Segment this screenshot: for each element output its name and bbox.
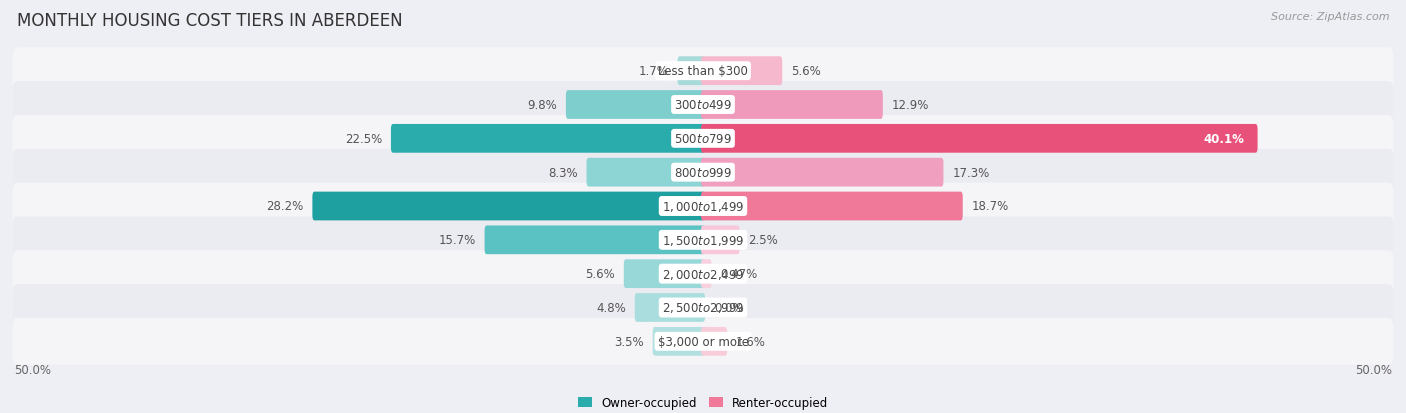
FancyBboxPatch shape	[702, 327, 727, 356]
Text: 0.47%: 0.47%	[720, 268, 758, 280]
Text: 0.0%: 0.0%	[714, 301, 744, 314]
Text: 5.6%: 5.6%	[585, 268, 614, 280]
FancyBboxPatch shape	[391, 125, 704, 153]
FancyBboxPatch shape	[13, 82, 1393, 128]
Text: $2,500 to $2,999: $2,500 to $2,999	[662, 301, 744, 315]
Text: $1,000 to $1,499: $1,000 to $1,499	[662, 199, 744, 214]
FancyBboxPatch shape	[652, 327, 704, 356]
FancyBboxPatch shape	[702, 192, 963, 221]
FancyBboxPatch shape	[634, 293, 704, 322]
FancyBboxPatch shape	[485, 226, 704, 254]
Legend: Owner-occupied, Renter-occupied: Owner-occupied, Renter-occupied	[572, 392, 834, 413]
Text: $1,500 to $1,999: $1,500 to $1,999	[662, 233, 744, 247]
Text: $300 to $499: $300 to $499	[673, 99, 733, 112]
FancyBboxPatch shape	[13, 285, 1393, 331]
FancyBboxPatch shape	[702, 91, 883, 120]
FancyBboxPatch shape	[702, 226, 740, 254]
FancyBboxPatch shape	[13, 217, 1393, 263]
Text: $800 to $999: $800 to $999	[673, 166, 733, 179]
FancyBboxPatch shape	[702, 57, 782, 86]
FancyBboxPatch shape	[13, 183, 1393, 230]
Text: MONTHLY HOUSING COST TIERS IN ABERDEEN: MONTHLY HOUSING COST TIERS IN ABERDEEN	[17, 12, 402, 30]
FancyBboxPatch shape	[13, 251, 1393, 297]
Text: 50.0%: 50.0%	[1355, 363, 1392, 376]
Text: 28.2%: 28.2%	[266, 200, 304, 213]
Text: 22.5%: 22.5%	[344, 133, 382, 145]
Text: $3,000 or more: $3,000 or more	[658, 335, 748, 348]
Text: Source: ZipAtlas.com: Source: ZipAtlas.com	[1271, 12, 1389, 22]
Text: 1.6%: 1.6%	[737, 335, 766, 348]
FancyBboxPatch shape	[624, 260, 704, 288]
FancyBboxPatch shape	[586, 159, 704, 187]
FancyBboxPatch shape	[702, 260, 711, 288]
Text: 5.6%: 5.6%	[792, 65, 821, 78]
FancyBboxPatch shape	[678, 57, 704, 86]
Text: 17.3%: 17.3%	[952, 166, 990, 179]
FancyBboxPatch shape	[702, 159, 943, 187]
FancyBboxPatch shape	[312, 192, 704, 221]
Text: 12.9%: 12.9%	[891, 99, 929, 112]
FancyBboxPatch shape	[702, 125, 1257, 153]
Text: 15.7%: 15.7%	[439, 234, 475, 247]
Text: 2.5%: 2.5%	[748, 234, 778, 247]
FancyBboxPatch shape	[13, 48, 1393, 95]
Text: 4.8%: 4.8%	[596, 301, 626, 314]
Text: 50.0%: 50.0%	[14, 363, 51, 376]
FancyBboxPatch shape	[13, 318, 1393, 365]
Text: 18.7%: 18.7%	[972, 200, 1010, 213]
Text: 40.1%: 40.1%	[1204, 133, 1244, 145]
Text: 8.3%: 8.3%	[548, 166, 578, 179]
Text: 3.5%: 3.5%	[614, 335, 644, 348]
FancyBboxPatch shape	[565, 91, 704, 120]
FancyBboxPatch shape	[13, 150, 1393, 196]
Text: $500 to $799: $500 to $799	[673, 133, 733, 145]
Text: 9.8%: 9.8%	[527, 99, 557, 112]
FancyBboxPatch shape	[13, 116, 1393, 162]
Text: 1.7%: 1.7%	[638, 65, 669, 78]
Text: Less than $300: Less than $300	[658, 65, 748, 78]
Text: $2,000 to $2,499: $2,000 to $2,499	[662, 267, 744, 281]
